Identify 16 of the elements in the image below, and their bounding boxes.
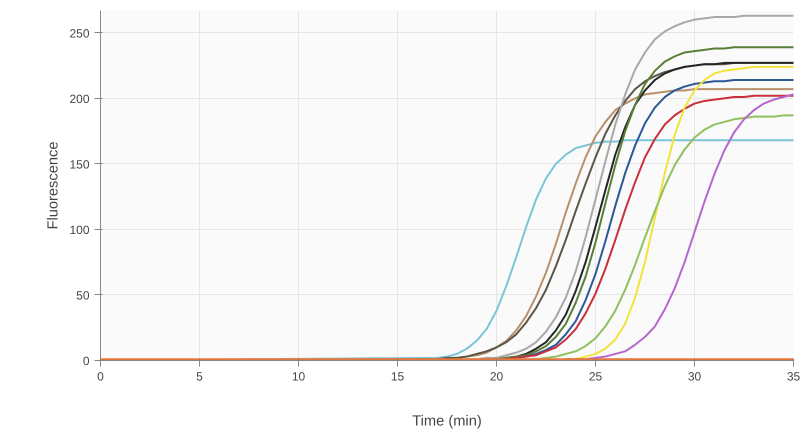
y-axis-title: Fluorescence xyxy=(45,142,62,230)
y-tick-label: 0 xyxy=(82,354,90,368)
x-tick-label: 15 xyxy=(390,370,404,384)
y-tick-label: 150 xyxy=(69,157,90,172)
x-tick-label: 30 xyxy=(688,370,702,384)
y-tick-label: 250 xyxy=(69,26,90,40)
x-tick-label: 20 xyxy=(490,370,504,384)
x-tick-label: 5 xyxy=(196,370,204,384)
x-tick-label: 35 xyxy=(786,370,800,384)
x-axis-title: Time (min) xyxy=(412,414,482,430)
x-tick-label: 10 xyxy=(292,370,306,384)
y-tick-label: 100 xyxy=(69,222,90,237)
y-tick-label: 50 xyxy=(76,288,90,302)
x-tick-label: 0 xyxy=(97,370,104,384)
x-tick-label: 25 xyxy=(588,370,602,384)
y-tick-label: 200 xyxy=(69,92,90,106)
